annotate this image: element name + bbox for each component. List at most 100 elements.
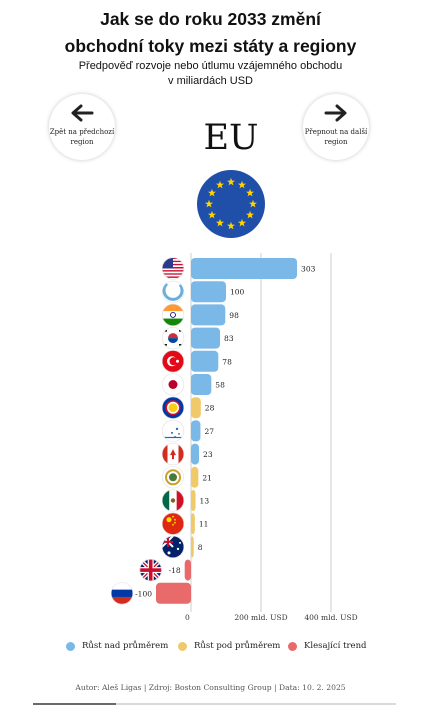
progress-bar-fill <box>33 703 117 705</box>
bar-value-label: 11 <box>199 520 209 529</box>
eu-star <box>207 210 216 219</box>
eu-star <box>227 177 235 186</box>
us-flag-icon <box>162 257 184 280</box>
bar-value-label: 23 <box>203 450 213 459</box>
eu-star <box>246 188 255 197</box>
india-flag-icon <box>162 303 184 326</box>
eu-star <box>246 210 255 219</box>
eu-star <box>238 218 246 227</box>
uk-flag-icon <box>139 559 162 582</box>
bar <box>191 536 194 558</box>
eu-star <box>227 221 235 230</box>
chart-title-line-1: Jak se do roku 2033 změní <box>100 9 321 29</box>
mexico-flag-icon <box>162 489 184 512</box>
bar-value-label: 83 <box>224 334 234 343</box>
asean-flag-icon <box>162 396 184 419</box>
chart-title-line-2: obchodní toky mezi státy a regiony <box>64 36 357 56</box>
legend-label-above: Růst nad průměrem <box>82 641 169 651</box>
bar <box>191 281 226 303</box>
bar <box>191 397 201 419</box>
bar-group-argentina: 100 <box>161 280 245 303</box>
russia-flag-icon <box>111 582 133 605</box>
x-tick-label: 400 mld. USD <box>304 613 357 622</box>
legend-swatch-above <box>66 642 75 651</box>
eu-star <box>216 180 224 189</box>
bar <box>184 559 191 581</box>
turkey-flag-icon <box>162 350 184 373</box>
legend-swatch-below <box>178 642 187 651</box>
previous-region-button[interactable]: Zpět na předchozí region <box>49 94 115 160</box>
bar-group-usa: 303 <box>161 257 316 280</box>
arrow-right-icon <box>324 104 347 122</box>
bar <box>191 350 219 372</box>
arrow-left-icon <box>71 104 94 122</box>
chart-title: Jak se do roku 2033 změní obchodní toky … <box>0 6 421 60</box>
eu-star <box>207 188 216 197</box>
bar <box>191 258 298 279</box>
next-region-button[interactable]: Přepnout na další region <box>303 94 369 160</box>
region-name: EU <box>203 118 259 158</box>
chart-subtitle: Předpověď rozvoje nebo útlumu vzájemného… <box>0 59 421 89</box>
bar-value-label: 78 <box>222 357 232 366</box>
eu-flag-icon <box>197 170 265 238</box>
bar-value-label: 98 <box>229 311 239 320</box>
eu-star <box>205 199 213 208</box>
bar-group-asean: 28 <box>161 396 215 419</box>
bar-value-label: 100 <box>230 288 245 297</box>
canada-flag-icon <box>162 443 184 466</box>
bar-group-australia: 8 <box>161 535 203 559</box>
bar-value-label: 21 <box>202 473 212 482</box>
bar-group-south-korea: 83 <box>161 327 234 350</box>
bar-value-label: 13 <box>200 497 210 506</box>
bar-group-india: 98 <box>161 303 239 327</box>
legend-label-below: Růst pod průměrem <box>194 641 281 651</box>
bar-group-gcc: 21 <box>161 466 212 489</box>
bar-value-label: 28 <box>205 404 215 413</box>
bar-value-label: 27 <box>204 427 214 436</box>
japan-flag-icon <box>162 373 184 396</box>
bar-value-label: -18 <box>169 566 181 575</box>
bar-value-label: -100 <box>135 589 152 598</box>
south-korea-flag-icon <box>162 327 184 350</box>
bar-value-label: 8 <box>198 543 203 552</box>
bar <box>191 443 200 465</box>
bar-group-mercosur: 27 <box>161 419 214 443</box>
bar-group-russia: -100 <box>110 582 191 605</box>
bar <box>191 490 196 511</box>
bar <box>191 420 201 442</box>
previous-region-label: Zpět na předchozí region <box>49 128 115 146</box>
argentina-flag-icon <box>162 280 184 303</box>
bar-group-mexico: 13 <box>161 489 210 512</box>
bar <box>156 582 191 604</box>
gcc-flag-icon <box>162 466 184 489</box>
bar-group-canada: 23 <box>161 443 213 466</box>
eu-star <box>216 218 224 227</box>
bar <box>191 304 226 326</box>
bar-value-label: 58 <box>215 381 225 390</box>
progress-bar <box>33 703 396 705</box>
chart-subtitle-line-2: v miliardách USD <box>168 75 253 87</box>
australia-flag-icon <box>162 535 184 558</box>
chart-legend: Růst nad průměrem Růst pod průměrem Klesaj… <box>0 640 421 654</box>
bar-group-united-kingdom: -18 <box>139 558 191 582</box>
next-region-label: Přepnout na další region <box>304 128 368 146</box>
legend-swatch-decline <box>288 642 297 651</box>
x-tick-label: 0 <box>185 613 190 622</box>
bar <box>191 327 221 349</box>
bar-value-label: 303 <box>301 265 316 274</box>
bar-group-japan: 58 <box>161 373 225 396</box>
x-tick-label: 200 mld. USD <box>234 613 287 622</box>
legend-label-decline: Klesající trend <box>304 641 367 651</box>
chart-subtitle-line-1: Předpověď rozvoje nebo útlumu vzájemného… <box>78 60 343 72</box>
bar <box>191 374 212 395</box>
eu-star <box>249 199 257 208</box>
eu-star <box>238 180 246 189</box>
china-flag-icon <box>162 512 184 535</box>
bar-chart: 303 100 98 83 78 58 28 27 23 21 13 11 8 -18 -100 0 200 … <box>110 253 358 622</box>
footer-credits: Autor: Aleš Ligas | Zdroj: Boston Consul… <box>75 683 346 692</box>
bar-group-turkey: 78 <box>161 350 232 373</box>
mercosur-flag-icon <box>162 419 184 442</box>
bar <box>191 466 199 488</box>
bar <box>191 513 195 535</box>
bar-group-china: 11 <box>161 512 209 535</box>
